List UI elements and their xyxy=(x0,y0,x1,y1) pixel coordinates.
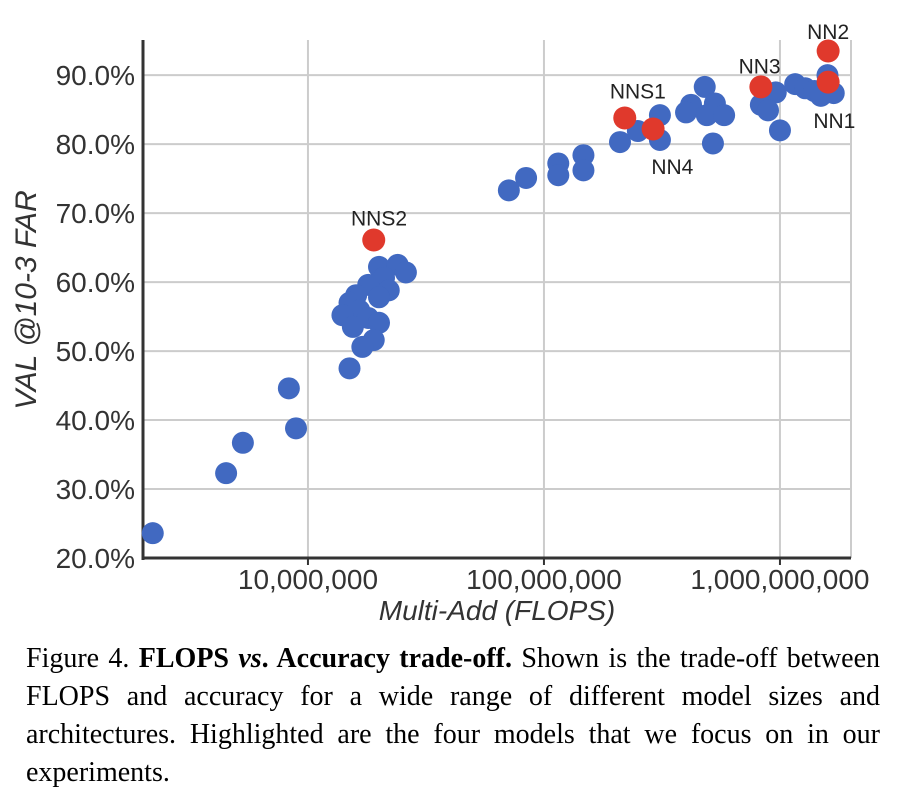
data-point-blue xyxy=(547,164,570,187)
data-point-red xyxy=(613,106,637,130)
data-point-blue xyxy=(713,104,736,127)
x-tick-label: 1,000,000,000 xyxy=(690,564,869,595)
x-tick-label: 10,000,000 xyxy=(238,564,378,595)
y-tick-label: 50.0% xyxy=(56,336,135,367)
data-point-blue xyxy=(285,417,308,440)
y-tick-label: 30.0% xyxy=(56,474,135,505)
data-point-blue xyxy=(394,261,417,284)
data-point-blue xyxy=(338,357,361,380)
y-tick-label: 70.0% xyxy=(56,198,135,229)
x-axis-title: Multi-Add (FLOPS) xyxy=(379,595,616,626)
data-point-blue xyxy=(231,431,254,454)
caption-bold-title-part2: . Accuracy trade-off. xyxy=(261,643,512,674)
data-point-blue xyxy=(351,335,374,358)
y-tick-label: 40.0% xyxy=(56,405,135,436)
data-point-blue xyxy=(609,131,632,154)
data-point-red xyxy=(816,39,840,63)
data-point-red xyxy=(362,228,386,252)
annotation-nn2: NN2 xyxy=(807,21,849,44)
data-point-blue xyxy=(341,315,364,338)
annotation-nns2: NNS2 xyxy=(351,207,407,230)
data-point-blue xyxy=(141,522,164,545)
annotation-nn4: NN4 xyxy=(651,156,693,179)
annotation-nn1: NN1 xyxy=(813,110,855,133)
data-point-blue xyxy=(515,166,538,189)
caption-figure-number: Figure 4. xyxy=(26,643,139,674)
caption-body-text: Shown is the trade-off between FLOPS and… xyxy=(26,643,881,788)
data-point-blue xyxy=(277,377,300,400)
data-point-red xyxy=(641,117,665,141)
data-point-blue xyxy=(693,75,716,98)
x-tick-label: 100,000,000 xyxy=(466,564,622,595)
y-tick-label: 80.0% xyxy=(56,129,135,160)
y-tick-label: 20.0% xyxy=(56,543,135,574)
data-point-blue xyxy=(215,462,238,485)
data-point-blue xyxy=(497,179,520,202)
data-point-blue xyxy=(701,132,724,155)
data-point-blue xyxy=(757,99,780,122)
caption-bold-title-part1: FLOPS xyxy=(138,643,239,674)
annotation-nns1: NNS1 xyxy=(610,80,666,103)
data-point-blue xyxy=(675,101,698,124)
data-point-blue xyxy=(368,286,390,309)
data-point-red xyxy=(816,70,840,94)
data-point-blue xyxy=(768,119,791,142)
data-point-blue xyxy=(572,144,595,167)
flops-accuracy-chart: 20.0% 30.0% 40.0% 50.0% 60.0% 70.0% 80.0% 90.0%… xyxy=(10,21,869,626)
figure-caption: Figure 4. FLOPS vs. Accuracy trade-off. … xyxy=(26,640,880,792)
annotation-nn3: NN3 xyxy=(739,56,781,79)
data-point-blue xyxy=(695,104,718,127)
data-point-red xyxy=(749,75,773,99)
data-point-blue xyxy=(572,159,595,182)
y-axis-title: VAL @10-3 FAR xyxy=(10,190,43,409)
y-tick-label: 90.0% xyxy=(56,60,135,91)
data-point-blue xyxy=(368,311,390,334)
caption-bold-italic-vs: vs xyxy=(238,643,262,674)
y-tick-label: 60.0% xyxy=(56,267,135,298)
